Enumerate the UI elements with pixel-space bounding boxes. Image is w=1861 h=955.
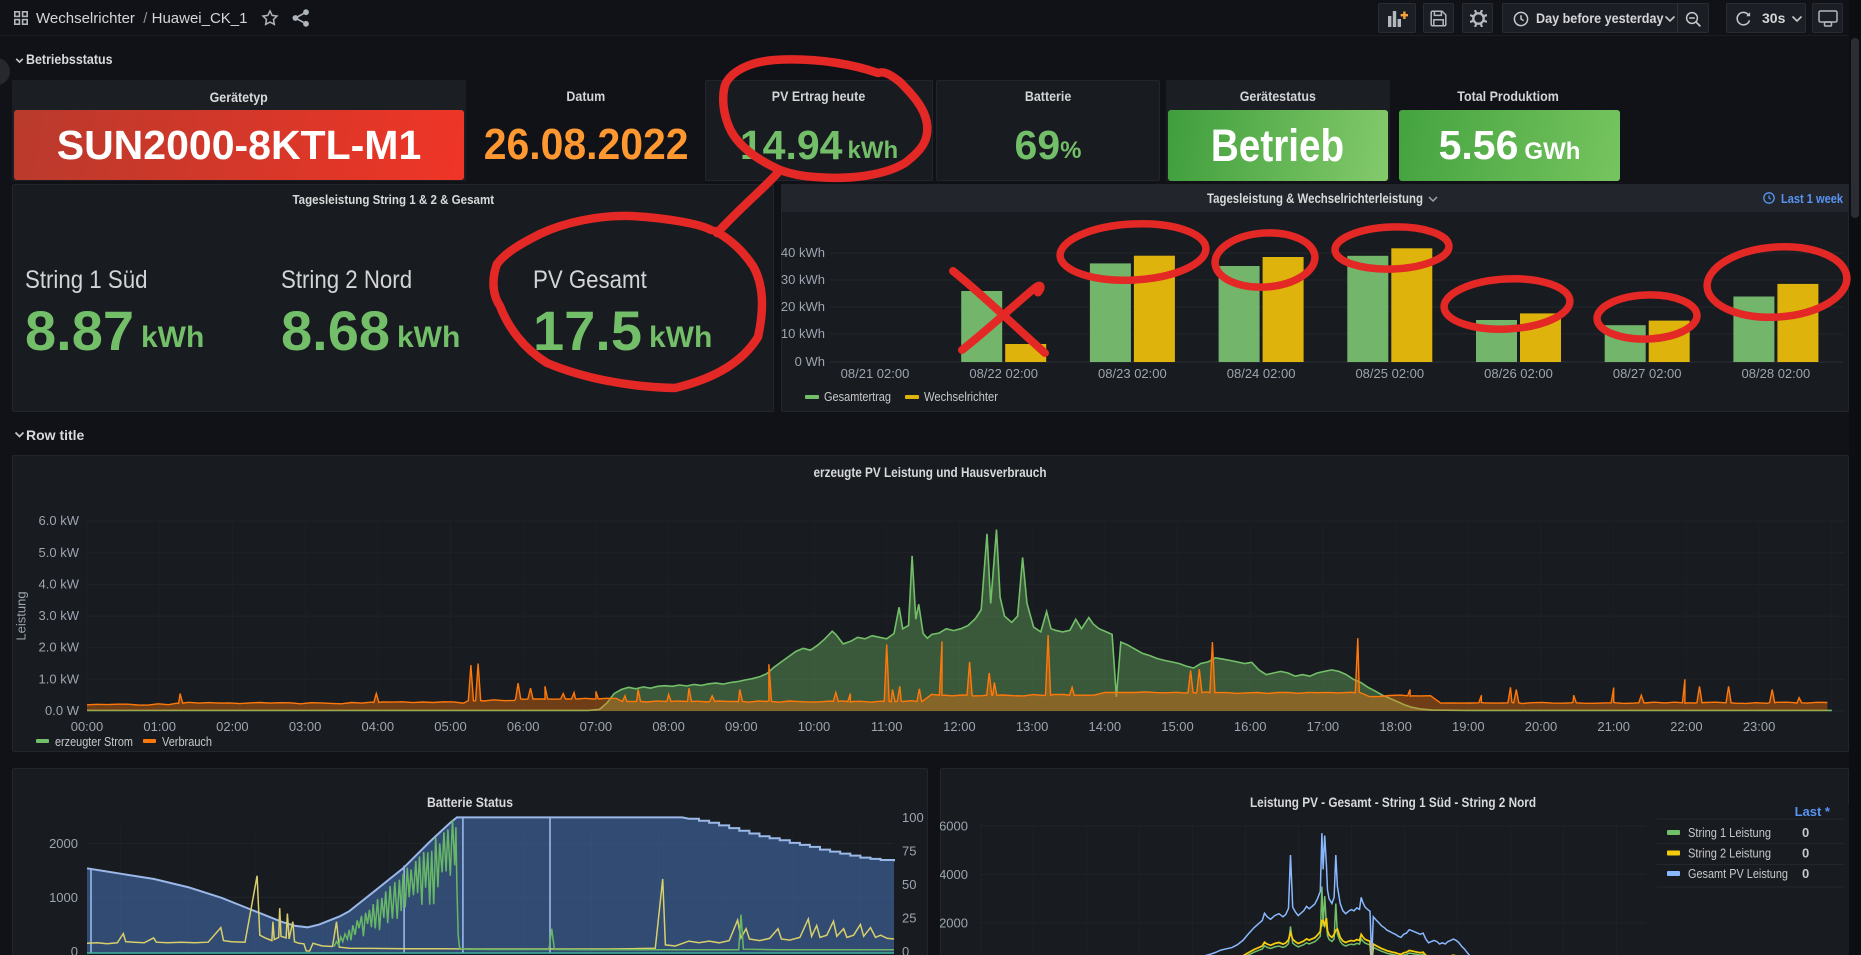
svg-text:11:00: 11:00 xyxy=(871,719,903,734)
svg-text:08/23 02:00: 08/23 02:00 xyxy=(1098,366,1167,381)
svg-text:String 2 Leistung: String 2 Leistung xyxy=(1688,846,1771,861)
svg-text:Gesamt PV Leistung: Gesamt PV Leistung xyxy=(1688,866,1788,881)
svg-text:10 kWh: 10 kWh xyxy=(781,326,825,341)
svg-text:19:00: 19:00 xyxy=(1452,719,1485,734)
svg-text:08/22 02:00: 08/22 02:00 xyxy=(969,366,1038,381)
svg-text:6000: 6000 xyxy=(940,818,968,833)
svg-text:08:00: 08:00 xyxy=(652,719,685,734)
svg-text:0: 0 xyxy=(1802,846,1809,861)
svg-text:10:00: 10:00 xyxy=(798,719,831,734)
svg-text:Leistung PV - Gesamt - String: Leistung PV - Gesamt - String 1 Süd - St… xyxy=(1250,794,1536,810)
svg-text:Last 1 week: Last 1 week xyxy=(1781,192,1843,206)
svg-text:00:00: 00:00 xyxy=(71,719,104,734)
svg-text:15:00: 15:00 xyxy=(1161,719,1194,734)
svg-text:01:00: 01:00 xyxy=(143,719,176,734)
svg-text:Gesamtertrag: Gesamtertrag xyxy=(824,389,891,404)
svg-text:21:00: 21:00 xyxy=(1597,719,1630,734)
svg-text:08/21 02:00: 08/21 02:00 xyxy=(841,366,910,381)
svg-text:Verbrauch: Verbrauch xyxy=(162,734,212,749)
svg-text:40 kWh: 40 kWh xyxy=(781,245,825,260)
svg-text:08/27 02:00: 08/27 02:00 xyxy=(1613,366,1682,381)
svg-text:4000: 4000 xyxy=(940,867,968,882)
svg-text:0: 0 xyxy=(1802,825,1809,840)
svg-text:String 1 Leistung: String 1 Leistung xyxy=(1688,825,1771,840)
svg-text:09:00: 09:00 xyxy=(725,719,758,734)
svg-text:0.0 W: 0.0 W xyxy=(45,703,80,718)
svg-text:17:00: 17:00 xyxy=(1307,719,1340,734)
svg-text:23:00: 23:00 xyxy=(1743,719,1776,734)
svg-text:04:00: 04:00 xyxy=(362,719,395,734)
svg-text:Last *: Last * xyxy=(1795,804,1831,819)
svg-text:08/25 02:00: 08/25 02:00 xyxy=(1355,366,1424,381)
svg-text:3.0 kW: 3.0 kW xyxy=(39,608,80,623)
svg-text:06:00: 06:00 xyxy=(507,719,540,734)
svg-text:18:00: 18:00 xyxy=(1379,719,1412,734)
svg-text:13:00: 13:00 xyxy=(1016,719,1049,734)
svg-text:30 kWh: 30 kWh xyxy=(781,272,825,287)
svg-text:0: 0 xyxy=(902,944,909,955)
svg-text:6.0 kW: 6.0 kW xyxy=(39,513,80,528)
svg-text:2000: 2000 xyxy=(49,836,78,851)
svg-text:25: 25 xyxy=(902,911,916,926)
svg-text:2.0 kW: 2.0 kW xyxy=(39,640,80,655)
svg-text:0 Wh: 0 Wh xyxy=(795,354,825,369)
svg-text:Leistung: Leistung xyxy=(14,591,29,640)
svg-text:100: 100 xyxy=(902,810,924,825)
svg-text:08/28 02:00: 08/28 02:00 xyxy=(1742,366,1811,381)
svg-text:12:00: 12:00 xyxy=(943,719,976,734)
svg-text:08/26 02:00: 08/26 02:00 xyxy=(1484,366,1553,381)
svg-text:07:00: 07:00 xyxy=(580,719,613,734)
svg-text:erzeugter Strom: erzeugter Strom xyxy=(55,734,133,749)
svg-text:2000: 2000 xyxy=(940,915,968,930)
svg-text:03:00: 03:00 xyxy=(289,719,322,734)
svg-text:5.0 kW: 5.0 kW xyxy=(39,545,80,560)
svg-text:0: 0 xyxy=(71,944,78,955)
svg-text:1000: 1000 xyxy=(49,890,78,905)
svg-text:50: 50 xyxy=(902,877,916,892)
svg-text:1.0 kW: 1.0 kW xyxy=(39,671,80,686)
svg-text:16:00: 16:00 xyxy=(1234,719,1267,734)
svg-text:14:00: 14:00 xyxy=(1089,719,1122,734)
svg-text:4.0 kW: 4.0 kW xyxy=(39,576,80,591)
svg-text:20 kWh: 20 kWh xyxy=(781,299,825,314)
svg-text:Wechselrichter: Wechselrichter xyxy=(924,389,999,404)
svg-text:02:00: 02:00 xyxy=(216,719,249,734)
svg-text:20:00: 20:00 xyxy=(1525,719,1558,734)
svg-text:22:00: 22:00 xyxy=(1670,719,1703,734)
svg-text:05:00: 05:00 xyxy=(434,719,467,734)
svg-text:0: 0 xyxy=(1802,866,1809,881)
svg-text:Batterie Status: Batterie Status xyxy=(427,794,513,810)
svg-text:erzeugte PV Leistung und Hausv: erzeugte PV Leistung und Hausverbrauch xyxy=(814,464,1047,480)
svg-text:Tagesleistung & Wechselrichter: Tagesleistung & Wechselrichterleistung xyxy=(1207,190,1423,206)
svg-text:08/24 02:00: 08/24 02:00 xyxy=(1227,366,1296,381)
svg-text:75: 75 xyxy=(902,844,916,859)
